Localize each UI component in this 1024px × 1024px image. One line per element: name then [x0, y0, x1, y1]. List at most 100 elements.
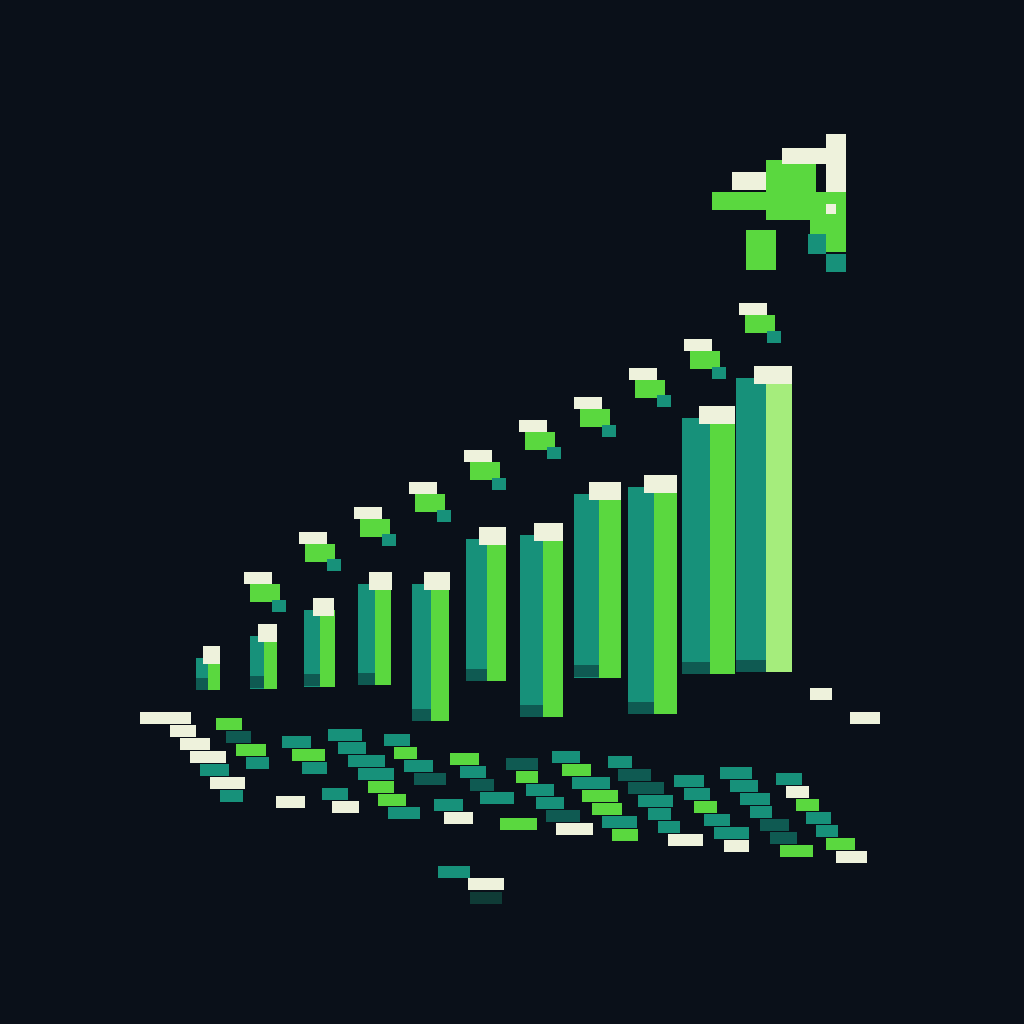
floor-tile: [500, 818, 537, 830]
arrow-segment: [525, 432, 555, 450]
arrow-segment: [382, 534, 396, 546]
floor-tile: [236, 744, 266, 756]
floor-tile: [348, 755, 385, 767]
bar: [258, 624, 277, 642]
bar: [358, 673, 375, 685]
arrow-segment: [272, 600, 286, 612]
bar: [589, 482, 621, 500]
floor-tile: [572, 777, 610, 789]
arrow-segment: [684, 339, 712, 351]
floor-tile: [438, 866, 470, 878]
bar: [654, 487, 677, 714]
floor-tile: [358, 768, 394, 780]
floor-tile: [404, 760, 433, 772]
floor-tile: [160, 712, 191, 724]
bar: [250, 676, 264, 688]
floor-tile: [730, 780, 758, 792]
floor-tile: [282, 736, 311, 748]
bar: [250, 636, 264, 689]
arrow-head: [732, 172, 768, 190]
bar: [264, 636, 277, 689]
bar: [208, 658, 220, 690]
bar: [736, 378, 766, 672]
floor-tile: [536, 797, 564, 809]
bar: [628, 487, 654, 714]
floor-tile: [694, 801, 717, 813]
bar: [412, 709, 431, 721]
floor-tile: [658, 821, 680, 833]
floor-tile: [602, 816, 637, 828]
floor-tile: [612, 829, 638, 841]
floor-tile: [684, 788, 710, 800]
bar: [736, 660, 766, 672]
bar: [412, 584, 431, 721]
floor-tile: [470, 779, 494, 791]
floor-tile: [760, 819, 789, 831]
arrow-segment: [492, 478, 506, 490]
arrow-head: [746, 230, 776, 270]
floor-tile: [210, 777, 245, 789]
bar: [710, 418, 735, 674]
bar: [520, 535, 543, 717]
floor-tile: [434, 799, 463, 811]
floor-tile: [414, 773, 446, 785]
floor-tile: [740, 793, 770, 805]
bar: [574, 665, 599, 677]
floor-tile: [388, 807, 420, 819]
floor-tile: [368, 781, 394, 793]
floor-tile: [714, 827, 749, 839]
floor-tile: [638, 795, 673, 807]
bar: [203, 646, 220, 664]
floor-tile: [460, 766, 486, 778]
bar: [574, 494, 599, 678]
bar: [644, 475, 677, 493]
floor-grid: [140, 688, 880, 904]
floor-tile: [592, 803, 622, 815]
arrow-segment: [354, 507, 382, 519]
arrow-segment: [745, 315, 775, 333]
arrow-segment: [409, 482, 437, 494]
trend-arrow: [244, 134, 846, 612]
bar: [375, 584, 391, 685]
arrow-segment: [464, 450, 492, 462]
floor-tile: [226, 731, 251, 743]
floor-tile: [618, 769, 651, 781]
arrow-segment: [250, 584, 280, 602]
floor-tile: [302, 762, 327, 774]
bar: [534, 523, 563, 541]
floor-tile: [582, 790, 618, 802]
bar: [682, 662, 710, 674]
floor-tile: [444, 812, 473, 824]
bar: [358, 584, 375, 685]
bar: [369, 572, 392, 590]
arrow-head: [826, 134, 846, 194]
floor-tile: [546, 810, 580, 822]
arrow-segment: [629, 368, 657, 380]
arrow-segment: [580, 409, 610, 427]
arrow-segment: [415, 494, 445, 512]
floor-tile: [628, 782, 664, 794]
floor-tile: [190, 751, 226, 763]
arrow-segment: [519, 420, 547, 432]
arrow-head: [808, 234, 826, 254]
floor-tile: [216, 718, 242, 730]
bar: [487, 539, 506, 681]
bar: [543, 535, 563, 717]
floor-tile: [720, 767, 752, 779]
floor-tile: [480, 792, 514, 804]
arrow-segment: [739, 303, 767, 315]
bar: [313, 598, 334, 616]
floor-tile: [276, 796, 305, 808]
bar: [304, 610, 320, 687]
floor-tile: [806, 812, 831, 824]
bar: [431, 584, 449, 721]
floor-tile: [668, 834, 703, 846]
bar: [599, 494, 621, 678]
bars-group: [196, 366, 792, 721]
arrow-segment: [327, 559, 341, 571]
arrow-segment: [244, 572, 272, 584]
floor-tile: [648, 808, 671, 820]
floor-tile: [674, 775, 704, 787]
arrow-segment: [635, 380, 665, 398]
arrow-head: [782, 148, 828, 164]
